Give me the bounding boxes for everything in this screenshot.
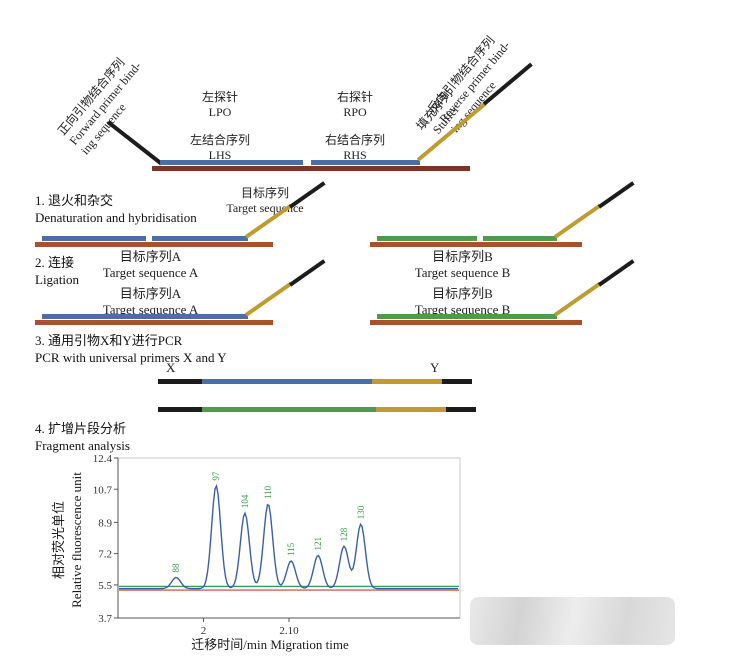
svg-text:5.5: 5.5	[98, 580, 112, 592]
step4-heading-cn: 4. 扩增片段分析	[35, 421, 127, 436]
target-a-label-step2: 目标序列A Target sequence A	[58, 286, 243, 319]
step2-heading-cn: 2. 连接	[35, 255, 75, 270]
primer-y-label-text: Y	[430, 360, 440, 375]
target-b-label-step2-en: Target sequence B	[414, 302, 511, 318]
ligated-a-reverse-primer-line	[288, 259, 326, 287]
pcr2-stuffer-segment	[376, 407, 446, 412]
target-b-label-step1-cn: 目标序列B	[432, 249, 493, 264]
pcr1-probe-segment	[202, 379, 372, 384]
svg-text:128: 128	[339, 527, 349, 541]
primer-y-label: Y	[430, 360, 439, 376]
hybrid-b-target-bar	[370, 242, 582, 247]
ligated-b-reverse-primer-line	[597, 259, 635, 287]
hybrid-b-reverse-primer-line	[597, 181, 635, 209]
watermark	[470, 597, 675, 645]
lhs-label: 左结合序列 LHS	[175, 133, 265, 163]
svg-text:104: 104	[240, 494, 250, 508]
ligated-b-probe-bar	[377, 314, 557, 319]
step1-heading: 1. 退火和杂交 Denaturation and hybridisation	[35, 193, 197, 227]
pcr1-forward-segment	[158, 379, 202, 384]
svg-text:3.7: 3.7	[98, 613, 112, 625]
chart-x-axis-label: 迁移时间/min Migration time	[191, 637, 349, 652]
pcr1-reverse-segment	[442, 379, 472, 384]
target-sequence-label-cn: 目标序列	[240, 186, 289, 200]
lpo-label-en: LPO	[208, 105, 232, 119]
target-sequence-label-en: Target sequence	[226, 201, 304, 215]
target-a-label-step1-en: Target sequence A	[102, 265, 199, 281]
hybrid-a-rhs-bar	[152, 236, 248, 241]
svg-text:7.2: 7.2	[98, 549, 112, 561]
ligated-a-probe-bar	[42, 314, 248, 319]
lhs-bar	[160, 160, 303, 165]
step2-heading: 2. 连接 Ligation	[35, 255, 79, 289]
target-b-label-step1-en: Target sequence B	[414, 265, 511, 281]
forward-primer-label-en1: Forward primer bind-	[66, 58, 144, 148]
step1-heading-en: Denaturation and hybridisation	[35, 209, 197, 225]
ligated-b-target-bar	[370, 320, 582, 325]
svg-text:12.4: 12.4	[93, 453, 113, 465]
target-a-label-step2-en: Target sequence A	[102, 302, 199, 318]
hybrid-a-target-bar	[35, 242, 273, 247]
svg-text:88: 88	[171, 563, 181, 573]
svg-text:110: 110	[263, 485, 273, 499]
lhs-label-cn: 左结合序列	[189, 133, 250, 147]
primer-x-label: X	[166, 360, 175, 376]
target-b-label-step1: 目标序列B Target sequence B	[370, 249, 555, 282]
rhs-label: 右结合序列 RHS	[310, 133, 400, 163]
target-b-label-step2-cn: 目标序列B	[432, 286, 493, 301]
rpo-label-cn: 右探针	[336, 90, 373, 104]
rpo-label-en: RPO	[343, 105, 367, 119]
rhs-label-en: RHS	[343, 148, 367, 162]
lpo-label-cn: 左探针	[201, 90, 238, 104]
lpo-label: 左探针 LPO	[180, 90, 260, 120]
svg-text:130: 130	[356, 505, 366, 519]
svg-text:2: 2	[201, 625, 207, 635]
svg-text:8.9: 8.9	[98, 517, 112, 529]
svg-text:97: 97	[211, 471, 221, 481]
svg-text:121: 121	[313, 537, 323, 551]
step2-heading-en: Ligation	[35, 271, 80, 287]
pcr2-probe-segment	[202, 407, 376, 412]
pcr1-stuffer-segment	[372, 379, 442, 384]
hybrid-b-rhs-bar	[483, 236, 557, 241]
primer-x-label-text: X	[166, 360, 176, 375]
target-a-label-step1-cn: 目标序列A	[119, 249, 182, 264]
pcr2-reverse-segment	[446, 407, 476, 412]
hybrid-b-stuffer-line	[553, 203, 602, 239]
step4-heading: 4. 扩增片段分析 Fragment analysis	[35, 421, 130, 455]
chart-y-axis-label-en: Relative fluorescence unit	[68, 472, 84, 608]
step3-heading-en: PCR with universal primers X and Y	[35, 349, 227, 365]
ligated-b-stuffer-line	[553, 281, 602, 317]
hybrid-b-lhs-bar	[377, 236, 477, 241]
rhs-bar	[311, 160, 420, 165]
step3-heading-cn: 3. 通用引物X和Y进行PCR	[35, 333, 183, 348]
pcr2-forward-segment	[158, 407, 202, 412]
target-a-label-step2-cn: 目标序列A	[119, 286, 182, 301]
forward-primer-line	[106, 120, 163, 166]
rhs-label-cn: 右结合序列	[324, 133, 385, 147]
chart-y-axis-label: 相对荧光单位 Relative fluorescence unit	[50, 450, 86, 630]
svg-text:10.7: 10.7	[93, 484, 113, 496]
step1-heading-cn: 1. 退火和杂交	[35, 193, 114, 208]
rpo-label: 右探针 RPO	[315, 90, 395, 120]
step3-heading: 3. 通用引物X和Y进行PCR PCR with universal prime…	[35, 333, 227, 367]
hybrid-a-lhs-bar	[42, 236, 146, 241]
top-target-bar	[152, 166, 470, 171]
step4-heading-en: Fragment analysis	[35, 437, 130, 453]
svg-text:2.10: 2.10	[279, 625, 299, 635]
target-b-label-step2: 目标序列B Target sequence B	[370, 286, 555, 319]
target-a-label-step1: 目标序列A Target sequence A	[58, 249, 243, 282]
fragment-chart: 12.4 10.7 8.9 7.2 5.5 3.7 2 2.10 88 97 104 110 115 12…	[93, 453, 461, 635]
ligated-a-target-bar	[35, 320, 273, 325]
chart-y-axis-label-cn: 相对荧光单位	[51, 501, 66, 580]
svg-text:115: 115	[286, 542, 296, 556]
lhs-label-en: LHS	[208, 148, 232, 162]
ligated-a-stuffer-line	[244, 281, 293, 317]
